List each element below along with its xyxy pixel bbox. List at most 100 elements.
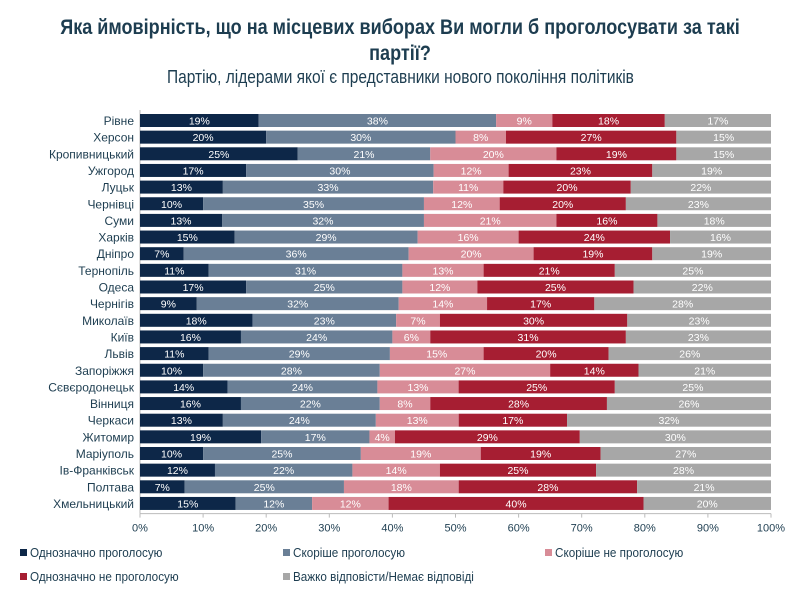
category-label: Львів xyxy=(104,347,134,361)
category-label: Черкаси xyxy=(88,414,134,428)
bar-segment xyxy=(140,163,247,177)
bar-segment xyxy=(633,280,771,294)
data-label: 13% xyxy=(171,415,192,427)
legend-item-3: Однозначно не проголосую xyxy=(20,569,195,584)
data-label: 23% xyxy=(314,315,335,327)
data-label: 15% xyxy=(177,232,198,244)
category-label: Рівне xyxy=(104,114,135,128)
category-label: Вінниця xyxy=(90,397,134,411)
data-label: 35% xyxy=(303,199,324,211)
bar-segment xyxy=(496,114,553,127)
legend-label: Однозначно не проголосую xyxy=(30,569,179,584)
bar-segment xyxy=(140,213,223,227)
x-tick-label: 10% xyxy=(192,523,214,535)
data-label: 30% xyxy=(523,315,544,327)
legend-label: Скоріше не проголосую xyxy=(555,545,684,560)
data-label: 19% xyxy=(190,432,211,444)
data-label: 23% xyxy=(688,332,709,344)
bar-segment xyxy=(227,380,378,394)
data-label: 25% xyxy=(271,449,292,461)
bar-segment xyxy=(402,280,478,294)
data-label: 20% xyxy=(536,349,557,361)
bar-segment xyxy=(499,197,626,211)
data-label: 32% xyxy=(659,415,680,427)
bar-segment xyxy=(430,397,607,411)
bar-segment xyxy=(483,347,609,361)
data-label: 13% xyxy=(171,182,192,194)
category-label: Запоріжжя xyxy=(75,364,134,378)
data-label: 7% xyxy=(155,482,170,494)
category-label: Ів-Франківськ xyxy=(60,464,135,478)
data-label: 12% xyxy=(167,465,188,477)
bar-segment xyxy=(439,463,597,477)
data-label: 26% xyxy=(678,399,699,411)
bar-segment xyxy=(477,280,634,294)
bar-segment xyxy=(552,114,665,127)
x-tick-label: 80% xyxy=(634,523,656,535)
data-label: 29% xyxy=(316,232,337,244)
bar-segment xyxy=(398,297,488,311)
data-label: 25% xyxy=(682,265,703,277)
bar-segment xyxy=(505,130,677,144)
category-label: Хмельницький xyxy=(53,497,134,511)
bar-segment xyxy=(375,413,459,427)
data-label: 18% xyxy=(704,215,725,227)
data-label: 13% xyxy=(432,265,453,277)
data-label: 9% xyxy=(517,116,532,128)
bar-segment xyxy=(643,496,771,510)
bar-segment xyxy=(352,463,440,477)
bar-segment xyxy=(458,413,568,427)
bar-segment xyxy=(140,280,247,294)
bar-segment xyxy=(203,447,361,460)
data-label: 17% xyxy=(707,116,728,128)
bar-segment xyxy=(343,480,459,494)
bar-segment xyxy=(214,463,353,477)
data-label: 19% xyxy=(410,449,431,461)
bar-segment xyxy=(183,247,409,261)
x-tick-label: 0% xyxy=(132,523,148,535)
data-label: 18% xyxy=(598,116,619,128)
bar-segment xyxy=(638,363,771,377)
category-label: Кропивницький xyxy=(49,147,134,161)
bar-segment xyxy=(608,347,771,361)
bar-segment xyxy=(240,330,393,344)
bar-segment xyxy=(258,114,497,127)
data-label: 25% xyxy=(254,482,275,494)
category-label: Одеса xyxy=(99,281,135,295)
data-label: 28% xyxy=(673,465,694,477)
data-label: 24% xyxy=(306,332,327,344)
data-label: 27% xyxy=(581,132,602,144)
bar-segment xyxy=(556,213,658,227)
bar-segment xyxy=(140,447,204,460)
legend-swatch xyxy=(283,549,290,556)
data-label: 16% xyxy=(180,399,201,411)
bar-segment xyxy=(408,247,534,261)
data-label: 20% xyxy=(193,132,214,144)
bar-segment xyxy=(246,163,434,177)
data-label: 12% xyxy=(461,165,482,177)
legend-item-0: Однозначно проголосую xyxy=(20,545,177,560)
bar-segment xyxy=(377,380,459,394)
x-tick-label: 50% xyxy=(444,523,466,535)
bar-segment xyxy=(518,230,671,244)
data-label: 13% xyxy=(171,215,192,227)
bar-segment xyxy=(388,496,644,510)
bar-segment xyxy=(140,480,185,494)
category-label: Тернопіль xyxy=(78,264,134,278)
data-label: 21% xyxy=(694,482,715,494)
data-label: 28% xyxy=(537,482,558,494)
data-label: 22% xyxy=(690,182,711,194)
bar-segment xyxy=(594,297,771,311)
data-label: 26% xyxy=(679,349,700,361)
data-label: 31% xyxy=(295,265,316,277)
bar-segment xyxy=(430,330,626,344)
legend-item-1: Скоріше проголосую xyxy=(283,545,417,560)
chart-title-text: Яка ймовірність, що на місцевих виборах … xyxy=(60,16,740,65)
bar-segment xyxy=(235,496,313,510)
data-label: 28% xyxy=(508,399,529,411)
bar-segment xyxy=(550,363,639,377)
data-label: 25% xyxy=(314,282,335,294)
bar-segment xyxy=(637,480,771,494)
data-label: 14% xyxy=(173,382,194,394)
data-label: 30% xyxy=(665,432,686,444)
